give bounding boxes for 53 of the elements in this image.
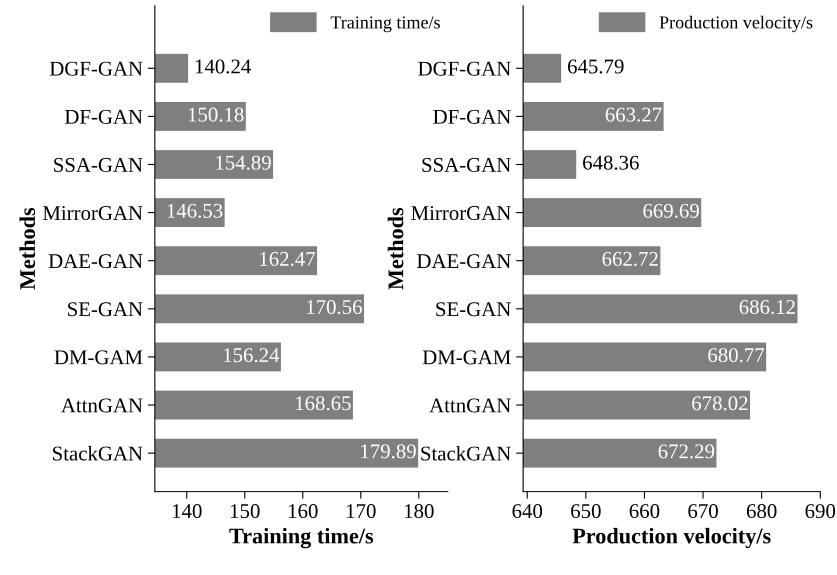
x-axis-title: Training time/s	[229, 528, 374, 548]
x-tick-label: 680	[746, 504, 776, 518]
data-label: 663.27	[606, 108, 662, 122]
data-label: 645.79	[568, 60, 624, 74]
x-tick-label: 160	[288, 504, 318, 518]
x-tick-label: 660	[630, 504, 660, 518]
data-label: 170.56	[307, 300, 362, 314]
data-label: 156.24	[224, 348, 280, 362]
y-tick-label: SSA-GAN	[54, 158, 143, 172]
x-tick-label: 150	[230, 504, 260, 518]
y-tick-label: SE-GAN	[436, 302, 511, 316]
y-tick-label: AttnGAN	[61, 398, 143, 412]
data-label: 678.02	[692, 396, 748, 410]
x-tick-label: 670	[688, 504, 718, 518]
data-label: 648.36	[583, 156, 639, 170]
y-tick-label: DAE-GAN	[48, 254, 143, 268]
x-tick-label: 170	[346, 504, 376, 518]
x-axis-title: Production velocity/s	[572, 528, 771, 548]
data-label: 672.29	[658, 444, 714, 458]
data-label: 179.89	[361, 444, 416, 458]
data-label: 686.12	[740, 300, 795, 314]
y-tick-label: DAE-GAN	[417, 254, 511, 268]
y-tick-label: DGF-GAN	[50, 62, 143, 76]
y-tick-label: StackGAN	[421, 446, 511, 461]
y-tick-label: SE-GAN	[68, 302, 143, 316]
data-label: 168.65	[296, 396, 351, 410]
data-label: 146.53	[168, 204, 222, 218]
data-label: 162.47	[260, 252, 316, 266]
y-tick-label: MirrorGAN	[411, 206, 511, 220]
x-tick-label: 690	[806, 504, 836, 518]
data-label: 680.77	[708, 348, 764, 362]
legend-label: Training time/s	[330, 16, 440, 32]
x-tick-label: 650	[571, 504, 601, 518]
y-axis-title: Methods	[19, 208, 36, 290]
data-label: 669.69	[643, 204, 699, 218]
x-tick-label: 140	[172, 504, 202, 518]
legend-label: Production velocity/s	[660, 16, 812, 32]
y-tick-label: DM-GAM	[422, 350, 511, 364]
data-label: 662.72	[602, 252, 658, 266]
y-tick-label: DGF-GAN	[418, 62, 511, 76]
x-tick-label: 640	[512, 504, 542, 518]
y-tick-label: MirrorGAN	[42, 206, 143, 220]
data-label: 140.24	[196, 59, 251, 74]
y-tick-label: AttnGAN	[429, 398, 511, 412]
x-tick-label: 180	[405, 504, 434, 518]
y-tick-label: DM-GAM	[54, 350, 142, 364]
y-tick-label: DF-GAN	[433, 110, 511, 124]
data-label: 154.89	[216, 156, 271, 170]
y-tick-label: StackGAN	[53, 446, 143, 461]
data-label: 150.18	[188, 108, 244, 122]
y-tick-label: DF-GAN	[64, 110, 143, 124]
y-tick-label: SSA-GAN	[422, 158, 511, 172]
y-axis-title: Methods	[388, 208, 404, 290]
